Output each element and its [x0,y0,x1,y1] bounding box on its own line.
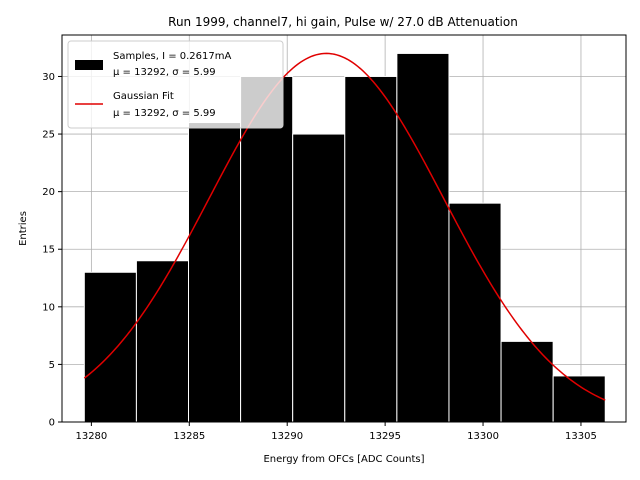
histogram-bars [83,52,606,423]
histogram-bar [552,375,606,423]
y-tick-label: 30 [42,72,55,83]
chart-title: Run 1999, channel7, hi gain, Pulse w/ 27… [168,15,518,29]
x-tick-label: 13295 [369,431,401,442]
histogram-bar [448,202,502,423]
x-tick-label: 13305 [565,431,597,442]
legend: Samples, I = 0.2617mA μ = 13292, σ = 5.9… [67,40,284,129]
y-axis-label: Entries [18,211,29,246]
y-tick-label: 0 [49,418,55,429]
legend-histogram-label: Samples, I = 0.2617mA [113,51,231,62]
legend-fit-label: Gaussian Fit [113,91,174,102]
legend-histogram-swatch [75,60,103,70]
legend-box [67,40,284,129]
histogram-bar [188,122,242,423]
histogram-bar [135,260,190,423]
y-tick-label: 20 [42,187,55,198]
x-axis-label: Energy from OFCs [ADC Counts] [263,454,424,465]
legend-fit-stats: μ = 13292, σ = 5.99 [113,108,216,119]
histogram-bar [344,75,398,423]
histogram-bar [83,271,137,423]
y-tick-label: 15 [42,245,55,256]
x-tick-label: 13280 [75,431,107,442]
y-axis-ticks: 0 5 10 15 20 25 30 [42,72,62,429]
histogram-bar [500,340,554,423]
histogram-bar [292,133,346,423]
x-tick-label: 13290 [271,431,303,442]
y-tick-label: 5 [49,360,55,371]
plot-frame [61,34,627,423]
y-tick-label: 10 [42,302,55,313]
x-tick-label: 13285 [173,431,205,442]
legend-histogram-stats: μ = 13292, σ = 5.99 [113,67,216,78]
y-tick-label: 25 [42,130,55,141]
x-tick-label: 13300 [467,431,499,442]
histogram-bar [396,52,450,423]
gaussian-fit-line [83,52,606,401]
x-axis-ticks: 13280 13285 13290 13295 13300 13305 [75,422,597,442]
